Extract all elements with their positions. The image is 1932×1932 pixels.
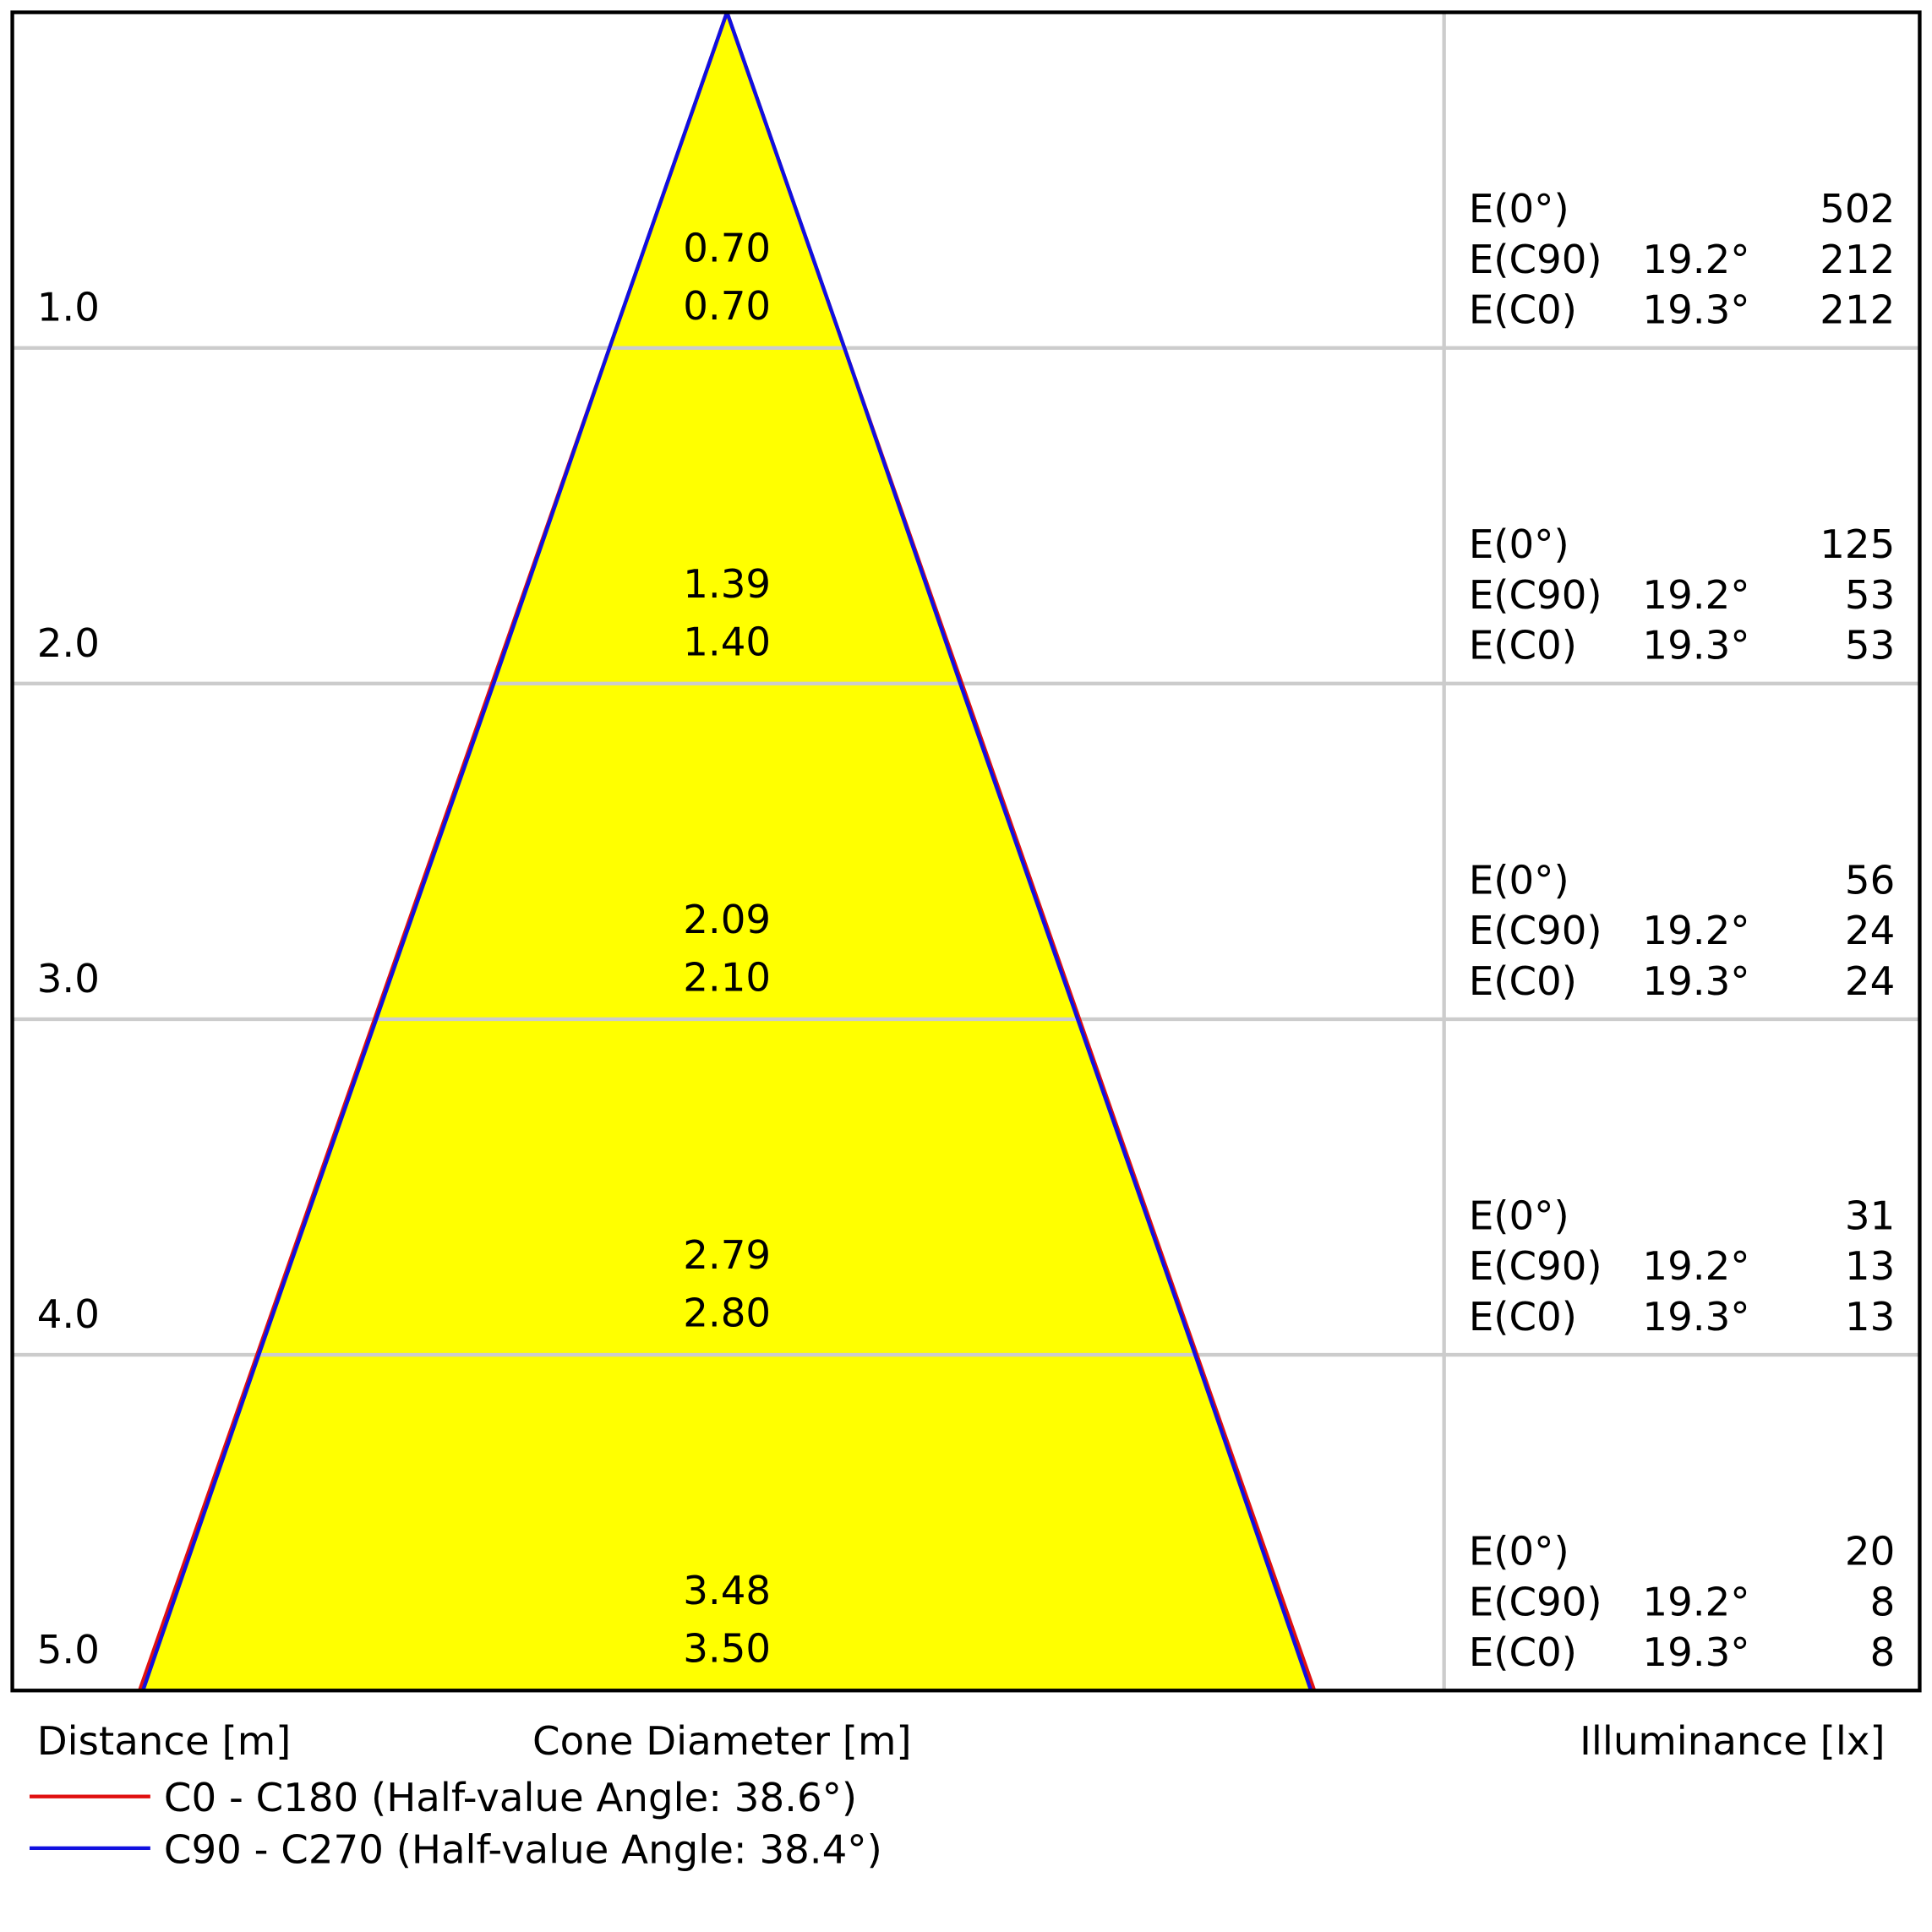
legend-label: C0 - C180 (Half-value Angle: 38.6°) bbox=[164, 1776, 857, 1821]
diameter-label: 2.10 bbox=[683, 955, 771, 1001]
illuminance-label: E(0°) bbox=[1469, 858, 1569, 903]
distance-label: 5.0 bbox=[37, 1628, 100, 1673]
illuminance-angle: 19.2° bbox=[1642, 237, 1749, 283]
diameter-label: 2.80 bbox=[683, 1291, 771, 1337]
illuminance-value: 31 bbox=[1845, 1193, 1895, 1239]
illuminance-label: E(C90) bbox=[1469, 909, 1602, 954]
illuminance-value: 53 bbox=[1845, 573, 1895, 619]
illuminance-angle: 19.3° bbox=[1642, 959, 1749, 1005]
illuminance-value: 20 bbox=[1845, 1530, 1895, 1575]
illuminance-value: 13 bbox=[1845, 1244, 1895, 1290]
diameter-label: 0.70 bbox=[683, 226, 771, 272]
illuminance-value: 212 bbox=[1820, 288, 1895, 334]
frame bbox=[10, 10, 1922, 1693]
cone-fill bbox=[139, 12, 1315, 1691]
cone-edge bbox=[141, 347, 612, 1691]
illuminance-value: 8 bbox=[1870, 1630, 1896, 1676]
illuminance-angle: 19.2° bbox=[1642, 909, 1749, 954]
illuminance-label: E(C0) bbox=[1469, 288, 1577, 334]
illuminance-value: 8 bbox=[1870, 1580, 1896, 1625]
illuminance-angle: 19.2° bbox=[1642, 573, 1749, 619]
cone-edge bbox=[843, 347, 1313, 1691]
diameter-label: 1.40 bbox=[683, 619, 771, 665]
illuminance-label: E(0°) bbox=[1469, 1530, 1569, 1575]
illuminance-value: 24 bbox=[1845, 909, 1895, 954]
illuminance-angle: 19.3° bbox=[1642, 1630, 1749, 1676]
illuminance-label: E(C0) bbox=[1469, 1295, 1577, 1340]
illuminance-label: E(C90) bbox=[1469, 573, 1602, 619]
legend-label: C90 - C270 (Half-value Angle: 38.4°) bbox=[164, 1827, 882, 1873]
illuminance-label: E(C90) bbox=[1469, 237, 1602, 283]
illuminance-label: E(0°) bbox=[1469, 1193, 1569, 1239]
cone-apex-edge bbox=[725, 11, 847, 349]
diameter-label: 2.09 bbox=[683, 898, 771, 943]
illuminance-label: E(0°) bbox=[1469, 522, 1569, 568]
illuminance-value: 212 bbox=[1820, 237, 1895, 283]
illuminance-label: E(C0) bbox=[1469, 1630, 1577, 1676]
illuminance-angle: 19.2° bbox=[1642, 1244, 1749, 1290]
distance-label: 2.0 bbox=[37, 621, 100, 667]
illuminance-label: E(C90) bbox=[1469, 1580, 1602, 1625]
diameter-label: 0.70 bbox=[683, 284, 771, 330]
distance-axis-label: Distance [m] bbox=[37, 1719, 292, 1765]
illuminance-axis-label: Illuminance [lx] bbox=[1580, 1719, 1885, 1765]
illuminance-value: 125 bbox=[1820, 522, 1895, 568]
distance-label: 3.0 bbox=[37, 957, 100, 1002]
illuminance-angle: 19.3° bbox=[1642, 624, 1749, 669]
illuminance-angle: 19.3° bbox=[1642, 288, 1749, 334]
cone-apex-edge bbox=[608, 11, 729, 349]
diameter-label: 2.79 bbox=[683, 1233, 771, 1279]
diameter-label: 1.39 bbox=[683, 562, 771, 608]
illuminance-label: E(C90) bbox=[1469, 1244, 1602, 1290]
distance-label: 4.0 bbox=[37, 1292, 100, 1338]
illuminance-label: E(0°) bbox=[1469, 187, 1569, 232]
illuminance-value: 13 bbox=[1845, 1295, 1895, 1340]
cone-axis-label: Cone Diameter [m] bbox=[532, 1719, 912, 1765]
illuminance-value: 502 bbox=[1820, 187, 1895, 232]
illuminance-value: 53 bbox=[1845, 624, 1895, 669]
diameter-label: 3.48 bbox=[683, 1569, 771, 1614]
illuminance-value: 56 bbox=[1845, 858, 1895, 903]
illuminance-value: 24 bbox=[1845, 959, 1895, 1005]
illuminance-label: E(C0) bbox=[1469, 624, 1577, 669]
illuminance-angle: 19.2° bbox=[1642, 1580, 1749, 1625]
illuminance-label: E(C0) bbox=[1469, 959, 1577, 1005]
distance-label: 1.0 bbox=[37, 286, 100, 331]
illuminance-angle: 19.3° bbox=[1642, 1295, 1749, 1340]
diameter-label: 3.50 bbox=[683, 1627, 771, 1673]
